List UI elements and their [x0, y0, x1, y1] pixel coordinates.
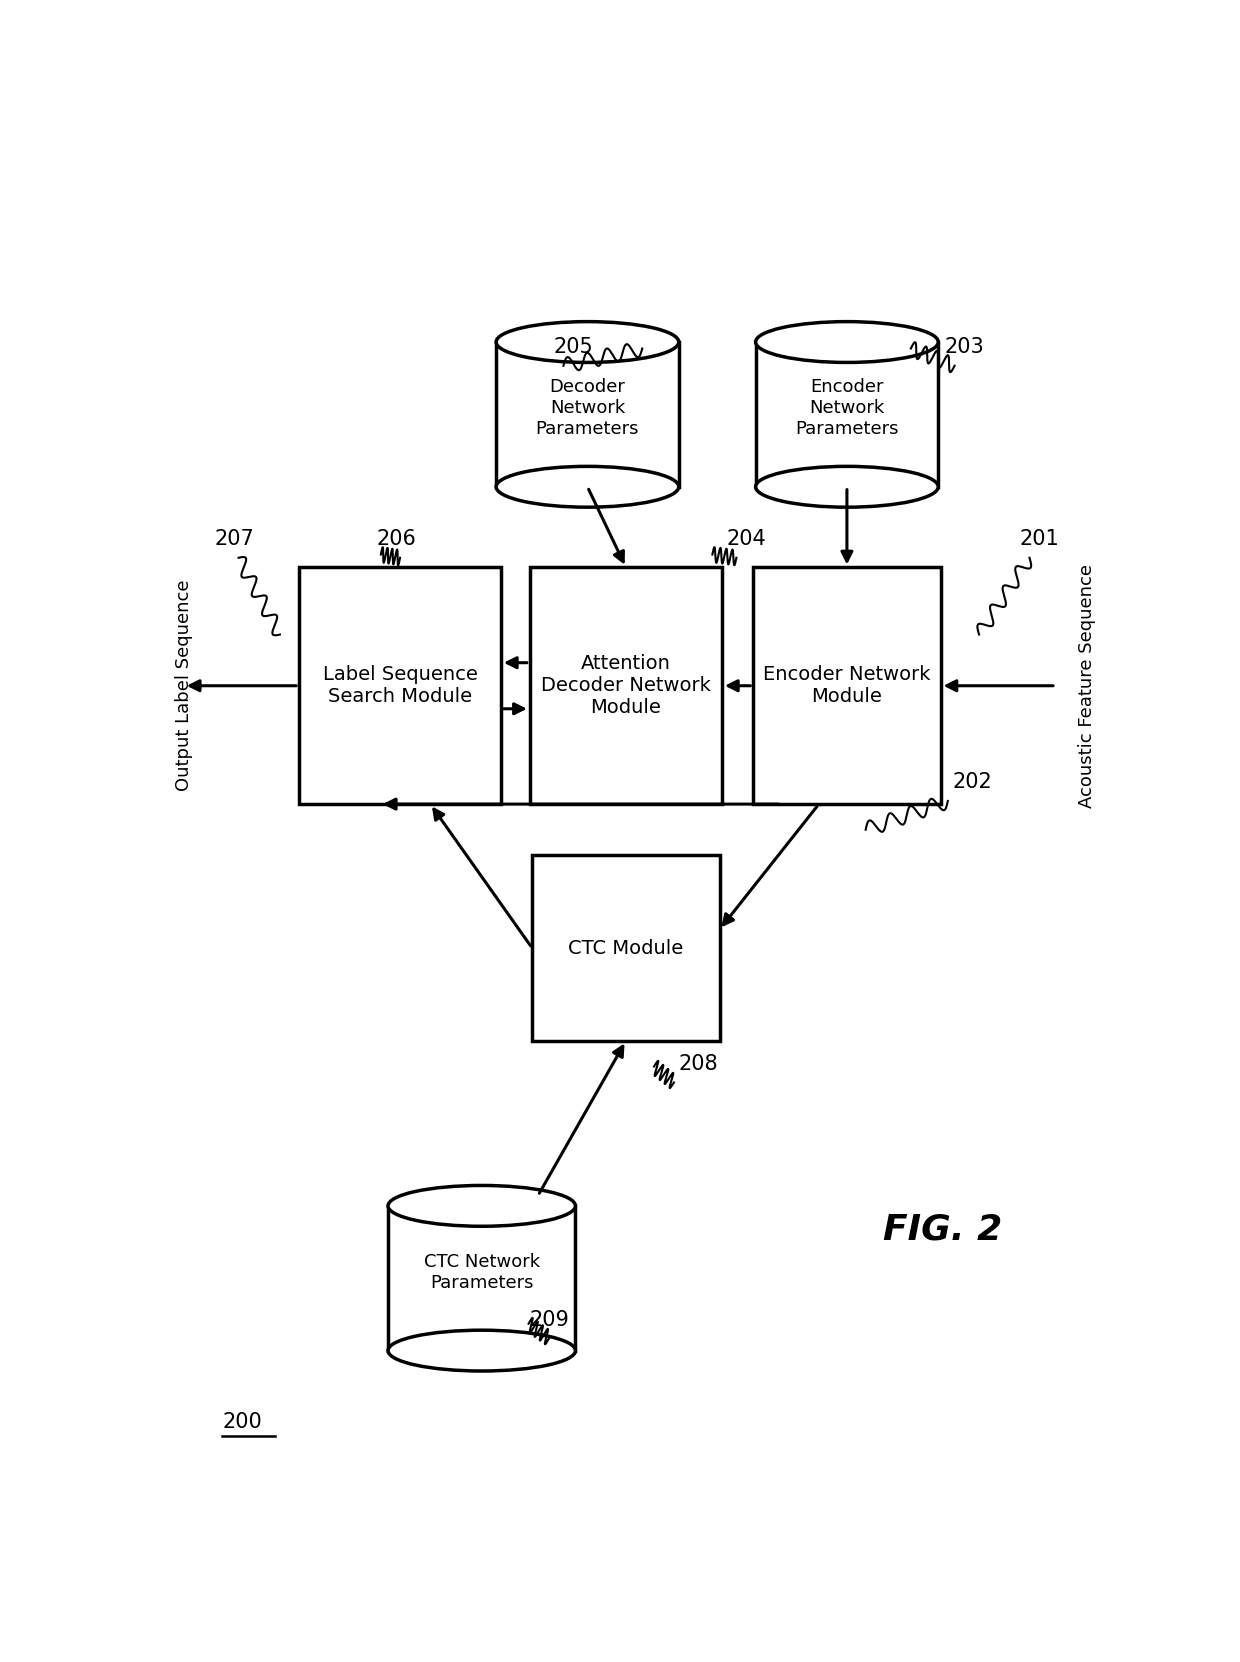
Text: CTC Network
Parameters: CTC Network Parameters [424, 1253, 539, 1291]
Ellipse shape [388, 1330, 575, 1371]
Ellipse shape [388, 1185, 575, 1227]
Text: CTC Module: CTC Module [568, 939, 683, 957]
Text: Output Label Sequence: Output Label Sequence [175, 580, 193, 791]
Text: FIG. 2: FIG. 2 [883, 1213, 1003, 1246]
Text: Encoder
Network
Parameters: Encoder Network Parameters [795, 379, 899, 439]
Text: 204: 204 [727, 529, 766, 548]
Text: Decoder
Network
Parameters: Decoder Network Parameters [536, 379, 639, 439]
Text: Encoder Network
Module: Encoder Network Module [763, 665, 931, 706]
Bar [299, 567, 501, 804]
Bar [532, 856, 719, 1040]
Bar [496, 342, 678, 487]
Text: Label Sequence
Search Module: Label Sequence Search Module [322, 665, 477, 706]
Text: 205: 205 [554, 337, 594, 357]
Bar [753, 567, 941, 804]
Text: 207: 207 [215, 529, 254, 548]
Bar [755, 342, 939, 487]
Text: 208: 208 [678, 1054, 718, 1074]
Text: 209: 209 [529, 1310, 569, 1330]
Text: 201: 201 [1019, 529, 1060, 548]
Ellipse shape [496, 322, 678, 362]
Text: Acoustic Feature Sequence: Acoustic Feature Sequence [1078, 563, 1096, 808]
Bar [388, 1207, 575, 1351]
Text: 202: 202 [952, 773, 992, 793]
Ellipse shape [496, 467, 678, 507]
Ellipse shape [755, 467, 939, 507]
Text: 203: 203 [945, 337, 985, 357]
Text: 200: 200 [222, 1413, 262, 1433]
Text: Attention
Decoder Network
Module: Attention Decoder Network Module [541, 655, 711, 718]
Bar [529, 567, 722, 804]
Ellipse shape [755, 322, 939, 362]
Text: 206: 206 [376, 529, 415, 548]
